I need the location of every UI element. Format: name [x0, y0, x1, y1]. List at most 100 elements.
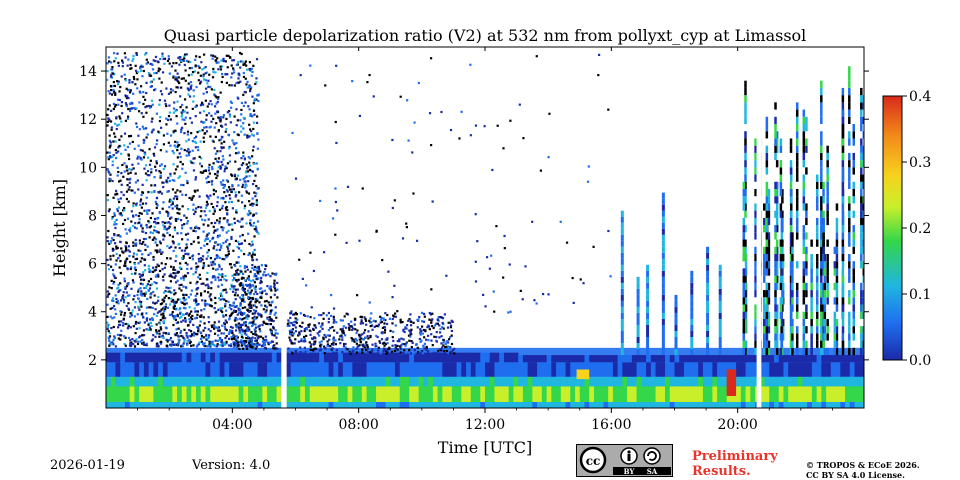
heatmap-cell: [297, 340, 300, 343]
heatmap-cell: [124, 352, 131, 363]
heatmap-cell: [119, 334, 122, 337]
heatmap-cell: [126, 115, 130, 118]
heatmap-cell: [155, 323, 158, 326]
heatmap-cell: [229, 401, 235, 408]
heatmap-cell: [250, 331, 253, 334]
heatmap-cell: [236, 133, 239, 136]
heatmap-cell: [165, 87, 168, 90]
heatmap-cell: [603, 386, 609, 402]
heatmap-cell: [165, 123, 168, 126]
heatmap-cell: [145, 223, 148, 227]
heatmap-cell: [203, 244, 206, 247]
heatmap-cell: [236, 81, 239, 84]
heatmap-cell: [248, 362, 254, 377]
heatmap-cell: [222, 314, 225, 317]
heatmap-cell: [106, 113, 109, 117]
heatmap-cell: [240, 52, 243, 56]
heatmap-cell: [107, 263, 110, 267]
heatmap-cell: [781, 297, 784, 305]
heatmap-cell: [181, 401, 187, 408]
heatmap-cell: [192, 95, 195, 98]
heatmap-cell: [392, 330, 395, 333]
heatmap-cell: [347, 386, 353, 402]
heatmap-cell: [811, 355, 817, 363]
heatmap-cell: [765, 297, 769, 305]
heatmap-cell: [423, 347, 426, 350]
heatmap-cell: [690, 349, 694, 356]
heatmap-cell: [144, 231, 148, 235]
heatmap-cell: [139, 401, 145, 408]
heatmap-cell: [174, 318, 178, 321]
heatmap-cell: [244, 340, 247, 343]
heatmap-cell: [178, 81, 181, 85]
heatmap-cell: [802, 401, 808, 408]
heatmap-cell: [274, 347, 277, 350]
heatmap-cell: [275, 316, 278, 319]
heatmap-cell: [120, 247, 123, 250]
heatmap-cell: [265, 340, 268, 343]
heatmap-cell: [212, 193, 216, 196]
heatmap-cell: [167, 190, 170, 193]
heatmap-cell: [401, 237, 405, 240]
heatmap-cell: [270, 318, 273, 321]
heatmap-cell: [158, 240, 162, 243]
heatmap-cell: [129, 386, 135, 402]
heatmap-cell: [215, 256, 219, 259]
heatmap-cell: [135, 214, 138, 217]
heatmap-cell: [655, 401, 661, 408]
heatmap-cell: [222, 158, 225, 161]
heatmap-cell: [537, 376, 543, 387]
heatmap-cell: [754, 347, 757, 356]
heatmap-cell: [117, 286, 120, 289]
heatmap-cell: [139, 198, 143, 201]
heatmap-cell: [133, 345, 137, 348]
heatmap-cell: [357, 376, 363, 387]
heatmap-cell: [246, 86, 249, 89]
heatmap-cell: [185, 59, 188, 63]
heatmap-cell: [175, 115, 178, 118]
heatmap-cell: [213, 332, 217, 335]
heatmap-cell: [445, 340, 448, 343]
heatmap-cell: [141, 125, 144, 128]
heatmap-cell: [186, 376, 192, 387]
heatmap-cell: [300, 330, 303, 333]
heatmap-cell: [295, 362, 301, 377]
heatmap-cell: [119, 235, 122, 238]
heatmap-cell: [132, 298, 135, 301]
heatmap-cell: [226, 208, 229, 212]
heatmap-cell: [153, 386, 159, 402]
heatmap-cell: [810, 275, 813, 283]
heatmap-cell: [120, 172, 123, 175]
heatmap-cell: [584, 355, 590, 363]
heatmap-cell: [191, 376, 197, 387]
heatmap-cell: [631, 362, 637, 377]
heatmap-cell: [185, 331, 188, 335]
heatmap-cell: [783, 376, 789, 387]
heatmap-cell: [674, 324, 678, 331]
heatmap-cell: [693, 362, 699, 377]
heatmap-cell: [253, 179, 256, 183]
heatmap-cell: [541, 376, 547, 387]
heatmap-cell: [120, 152, 123, 155]
heatmap-cell: [236, 268, 239, 271]
heatmap-cell: [140, 274, 143, 277]
heatmap-cell: [123, 280, 126, 283]
heatmap-cell: [231, 311, 234, 314]
heatmap-cell: [176, 298, 180, 301]
heatmap-cell: [111, 247, 115, 250]
heatmap-cell: [183, 148, 186, 152]
heatmap-cell: [173, 229, 177, 232]
heatmap-cell: [149, 283, 152, 287]
heatmap-cell: [424, 350, 428, 353]
heatmap-cell: [391, 296, 394, 299]
heatmap-cell: [429, 313, 432, 316]
heatmap-cell: [223, 323, 227, 326]
heatmap-cell: [177, 327, 180, 330]
heatmap-cell: [205, 338, 208, 341]
heatmap-cell: [820, 268, 823, 276]
heatmap-cell: [203, 67, 206, 70]
heatmap-cell: [270, 309, 274, 312]
heatmap-cell: [151, 103, 154, 106]
heatmap-cell: [147, 289, 151, 292]
heatmap-cell: [226, 213, 229, 216]
